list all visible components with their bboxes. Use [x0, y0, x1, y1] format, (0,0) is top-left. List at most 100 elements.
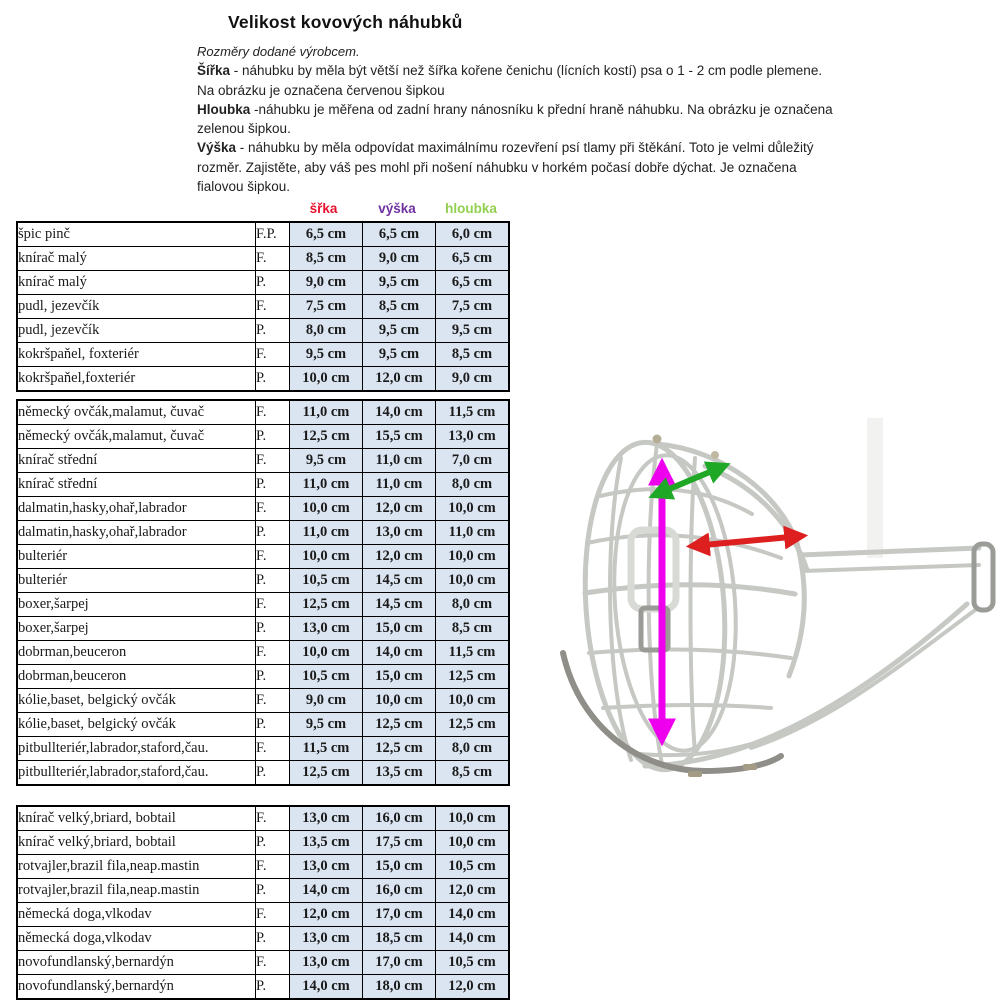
height-cell: 9,5 cm	[362, 342, 436, 367]
depth-cell: 10,0 cm	[435, 496, 510, 521]
table-row: pudl, jezevčík P. 8,0 cm 9,5 cm 9,5 cm	[16, 318, 510, 343]
depth-cell: 10,0 cm	[435, 805, 510, 831]
breed-cell: kokršpaňel, foxteriér	[16, 342, 256, 367]
size-type-cell: P.	[255, 270, 290, 295]
size-type-cell: F.	[255, 950, 290, 975]
breed-cell: dobrman,beuceron	[16, 664, 256, 689]
breed-cell: knírač malý	[16, 246, 256, 271]
depth-cell: 10,5 cm	[435, 854, 510, 879]
table-row: boxer,šarpej F. 12,5 cm 14,5 cm 8,0 cm	[16, 592, 510, 617]
height-cell: 6,5 cm	[362, 221, 436, 247]
depth-cell: 11,0 cm	[435, 520, 510, 545]
column-header-height: výška	[378, 201, 416, 216]
size-type-cell: F.	[255, 688, 290, 713]
table-row: dobrman,beuceron F. 10,0 cm 14,0 cm 11,5 cm	[16, 640, 510, 665]
depth-cell: 10,0 cm	[435, 544, 510, 569]
width-cell: 10,0 cm	[289, 366, 363, 392]
height-cell: 14,0 cm	[362, 399, 436, 425]
depth-cell: 13,0 cm	[435, 424, 510, 449]
size-type-cell: P.	[255, 520, 290, 545]
size-type-cell: P.	[255, 974, 290, 1000]
depth-cell: 12,0 cm	[435, 878, 510, 903]
breed-cell: rotvajler,brazil fila,neap.mastin	[16, 878, 256, 903]
column-header-depth: hloubka	[445, 201, 497, 216]
height-cell: 18,0 cm	[362, 974, 436, 1000]
width-cell: 7,5 cm	[289, 294, 363, 319]
breed-cell: bulteriér	[16, 568, 256, 593]
size-type-cell: P.	[255, 878, 290, 903]
height-cell: 12,0 cm	[362, 544, 436, 569]
intro-line: Hloubka -náhubku je měřena od zadní hran…	[197, 101, 833, 117]
table-row: německá doga,vlkodav P. 13,0 cm 18,5 cm 14,0…	[16, 926, 510, 951]
size-type-cell: P.	[255, 926, 290, 951]
size-table-large-breeds: knírač velký,briard, bobtail F. 13,0 cm 16,…	[16, 805, 510, 1000]
width-cell: 8,5 cm	[289, 246, 363, 271]
depth-cell: 10,0 cm	[435, 830, 510, 855]
size-type-cell: F.	[255, 736, 290, 761]
breed-cell: dobrman,beuceron	[16, 640, 256, 665]
width-cell: 8,0 cm	[289, 318, 363, 343]
size-type-cell: F.	[255, 399, 290, 425]
width-cell: 12,0 cm	[289, 902, 363, 927]
depth-cell: 14,0 cm	[435, 926, 510, 951]
size-type-cell: P.	[255, 366, 290, 392]
height-cell: 11,0 cm	[362, 448, 436, 473]
intro-term: Hloubka	[197, 101, 251, 117]
depth-cell: 8,0 cm	[435, 592, 510, 617]
size-type-cell: F.	[255, 902, 290, 927]
table-row: rotvajler,brazil fila,neap.mastin F. 13,0 …	[16, 854, 510, 879]
intro-line: Na obrázku je označena červenou šipkou	[197, 82, 445, 98]
breed-cell: pitbullteriér,labrador,staford,čau.	[16, 760, 256, 786]
table-row: knírač střední P. 11,0 cm 11,0 cm 8,0 cm	[16, 472, 510, 497]
width-arrow	[685, 525, 809, 557]
height-cell: 16,0 cm	[362, 805, 436, 831]
size-type-cell: P.	[255, 616, 290, 641]
height-cell: 10,0 cm	[362, 688, 436, 713]
depth-cell: 7,5 cm	[435, 294, 510, 319]
table-row: knírač střední F. 9,5 cm 11,0 cm 7,0 cm	[16, 448, 510, 473]
breed-cell: boxer,šarpej	[16, 592, 256, 617]
breed-cell: pudl, jezevčík	[16, 318, 256, 343]
height-cell: 15,0 cm	[362, 616, 436, 641]
depth-cell: 12,5 cm	[435, 664, 510, 689]
width-cell: 13,0 cm	[289, 950, 363, 975]
width-cell: 11,0 cm	[289, 399, 363, 425]
size-type-cell: F.	[255, 294, 290, 319]
depth-cell: 12,5 cm	[435, 712, 510, 737]
height-cell: 9,5 cm	[362, 318, 436, 343]
intro-line: fialovou šipkou.	[197, 179, 291, 195]
table-row: knírač malý P. 9,0 cm 9,5 cm 6,5 cm	[16, 270, 510, 295]
photo-artifact	[867, 418, 883, 558]
depth-cell: 11,5 cm	[435, 399, 510, 425]
size-type-cell: F.	[255, 246, 290, 271]
depth-cell: 10,5 cm	[435, 950, 510, 975]
table-row: knírač malý F. 8,5 cm 9,0 cm 6,5 cm	[16, 246, 510, 271]
table-row: dalmatin,hasky,ohař,labrador P. 11,0 cm 13,…	[16, 520, 510, 545]
breed-cell: pudl, jezevčík	[16, 294, 256, 319]
depth-cell: 10,0 cm	[435, 688, 510, 713]
table-row: bulteriér F. 10,0 cm 12,0 cm 10,0 cm	[16, 544, 510, 569]
width-cell: 11,0 cm	[289, 520, 363, 545]
depth-arrow	[648, 461, 731, 500]
height-cell: 18,5 cm	[362, 926, 436, 951]
intro-term: Výška	[197, 140, 237, 156]
height-cell: 12,0 cm	[362, 366, 436, 392]
width-cell: 12,5 cm	[289, 424, 363, 449]
size-type-cell: P.	[255, 472, 290, 497]
table-row: novofundlanský,bernardýn P. 14,0 cm 18,0 cm…	[16, 974, 510, 1000]
width-cell: 13,0 cm	[289, 805, 363, 831]
depth-cell: 6,5 cm	[435, 246, 510, 271]
depth-cell: 8,5 cm	[435, 616, 510, 641]
width-cell: 13,0 cm	[289, 616, 363, 641]
size-type-cell: P.	[255, 424, 290, 449]
table-row: špic pinč F.P. 6,5 cm 6,5 cm 6,0 cm	[16, 221, 510, 247]
intro-line: rozměr. Zajistěte, aby váš pes mohl při …	[197, 159, 797, 175]
breed-cell: německá doga,vlkodav	[16, 902, 256, 927]
size-type-cell: P.	[255, 760, 290, 786]
breed-cell: německý ovčák,malamut, čuvač	[16, 399, 256, 425]
breed-cell: německý ovčák,malamut, čuvač	[16, 424, 256, 449]
width-cell: 10,0 cm	[289, 544, 363, 569]
depth-cell: 6,5 cm	[435, 270, 510, 295]
breed-cell: knírač velký,briard, bobtail	[16, 805, 256, 831]
height-cell: 15,0 cm	[362, 854, 436, 879]
